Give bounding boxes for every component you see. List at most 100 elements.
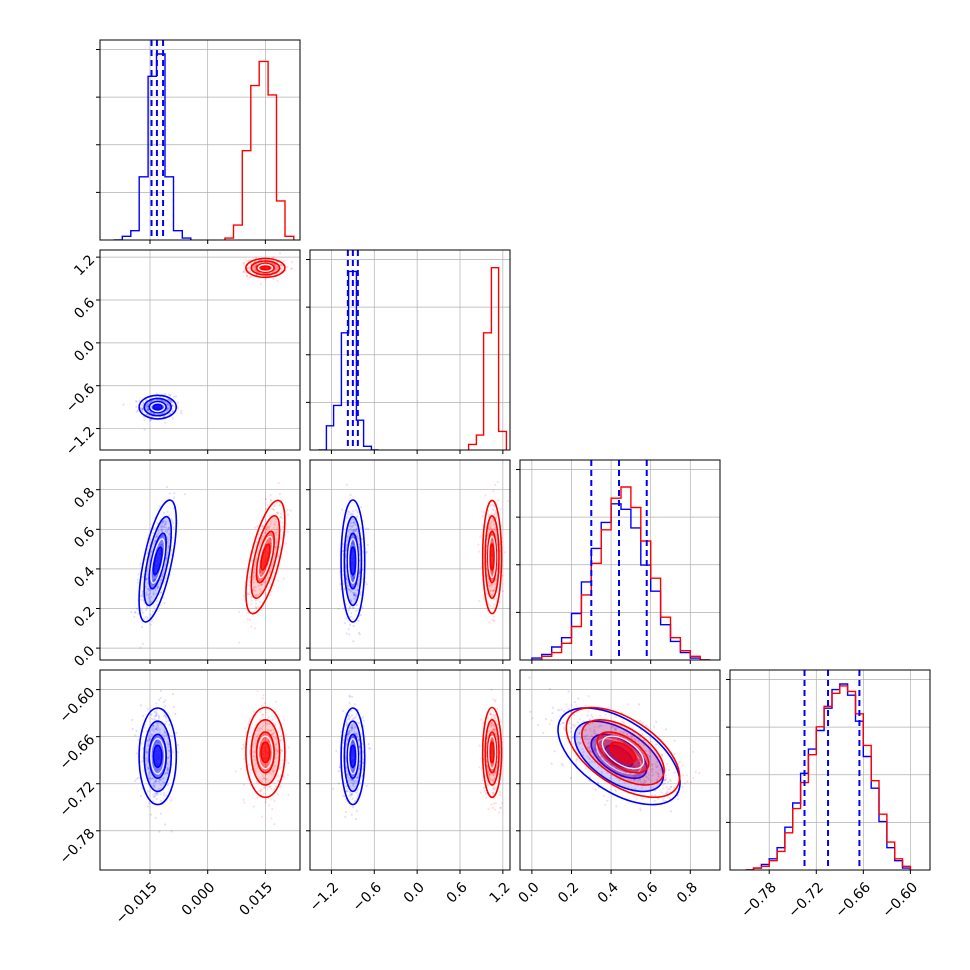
scatter-point xyxy=(662,799,665,802)
scatter-point xyxy=(348,718,351,721)
scatter-point xyxy=(332,787,335,790)
scatter-point xyxy=(146,587,149,590)
scatter-point xyxy=(263,768,266,772)
scatter-point xyxy=(167,547,170,550)
scatter-point xyxy=(490,726,493,729)
scatter-point xyxy=(349,528,352,531)
scatter-point xyxy=(489,589,492,592)
scatter-point xyxy=(277,512,280,515)
scatter-point xyxy=(274,546,277,549)
scatter-point xyxy=(162,534,165,537)
scatter-point xyxy=(150,600,153,603)
scatter-point xyxy=(346,738,349,741)
scatter-point xyxy=(254,740,257,743)
scatter-point xyxy=(252,571,255,574)
scatter-point xyxy=(275,537,278,540)
density-contour-highlight xyxy=(257,535,274,579)
scatter-point xyxy=(601,734,604,737)
scatter-point xyxy=(337,608,340,611)
scatter-point xyxy=(173,492,176,495)
scatter-point xyxy=(155,727,158,730)
scatter-point xyxy=(149,713,152,716)
scatter-point xyxy=(635,774,638,777)
scatter-point xyxy=(350,794,353,797)
scatter-point xyxy=(353,523,356,526)
scatter-point xyxy=(650,793,653,797)
scatter-point xyxy=(265,739,268,742)
panel-2-1 xyxy=(337,480,509,643)
scatter-point xyxy=(351,714,354,717)
scatter-point xyxy=(248,575,251,579)
scatter-point xyxy=(655,778,658,781)
scatter-point xyxy=(643,755,646,758)
scatter-point xyxy=(245,259,248,262)
scatter-point xyxy=(265,711,268,714)
scatter-point xyxy=(494,700,497,703)
scatter-point xyxy=(145,751,148,754)
density-contour xyxy=(260,543,271,571)
scatter-point xyxy=(157,531,160,534)
scatter-point xyxy=(357,543,360,546)
panel-bg xyxy=(310,460,510,660)
scatter-point xyxy=(147,589,150,592)
scatter-point xyxy=(637,703,641,706)
scatter-point xyxy=(146,402,149,405)
scatter-point xyxy=(156,398,159,402)
scatter-point xyxy=(353,727,356,730)
scatter-point xyxy=(487,808,490,811)
scatter-point xyxy=(492,729,495,732)
scatter-point xyxy=(147,588,150,591)
scatter-point xyxy=(149,400,152,403)
scatter-point xyxy=(353,716,356,720)
scatter-point xyxy=(665,774,668,777)
scatter-point xyxy=(153,579,156,582)
scatter-point xyxy=(250,625,253,628)
scatter-point xyxy=(341,550,344,553)
scatter-point xyxy=(356,780,359,783)
scatter-point xyxy=(290,267,293,270)
scatter-point xyxy=(495,597,498,600)
scatter-point xyxy=(477,543,480,547)
scatter-point xyxy=(234,770,237,773)
scatter-point xyxy=(615,805,618,808)
scatter-point xyxy=(345,549,348,553)
scatter-point xyxy=(141,642,144,645)
scatter-point xyxy=(350,514,353,517)
panel-bg xyxy=(100,670,300,870)
scatter-point xyxy=(352,782,355,786)
scatter-point xyxy=(346,584,349,587)
scatter-point xyxy=(242,270,245,274)
scatter-point xyxy=(175,731,178,735)
scatter-point xyxy=(352,770,355,773)
scatter-point xyxy=(284,542,287,545)
scatter-point xyxy=(162,525,165,528)
scatter-point xyxy=(350,778,354,781)
scatter-point xyxy=(351,797,354,800)
scatter-point xyxy=(571,742,574,746)
scatter-point xyxy=(366,543,369,546)
scatter-point xyxy=(135,752,138,755)
scatter-point xyxy=(495,707,499,711)
scatter-point xyxy=(270,590,273,593)
scatter-point xyxy=(276,267,279,270)
scatter-point xyxy=(648,754,651,758)
scatter-point xyxy=(174,712,177,716)
scatter-point xyxy=(352,521,355,525)
scatter-point xyxy=(279,515,282,519)
scatter-point xyxy=(578,732,581,735)
scatter-point xyxy=(349,715,352,719)
scatter-point xyxy=(274,785,277,788)
scatter-point xyxy=(270,567,273,570)
scatter-point xyxy=(352,717,355,720)
scatter-point xyxy=(488,524,491,528)
scatter-point xyxy=(491,539,494,542)
scatter-point xyxy=(343,622,346,625)
scatter-point xyxy=(145,578,148,581)
scatter-point xyxy=(485,796,488,799)
scatter-point xyxy=(275,526,278,529)
scatter-point xyxy=(183,493,186,496)
scatter-point xyxy=(277,553,280,556)
scatter-point xyxy=(261,715,264,718)
scatter-point xyxy=(490,528,493,531)
scatter-point xyxy=(166,783,169,787)
